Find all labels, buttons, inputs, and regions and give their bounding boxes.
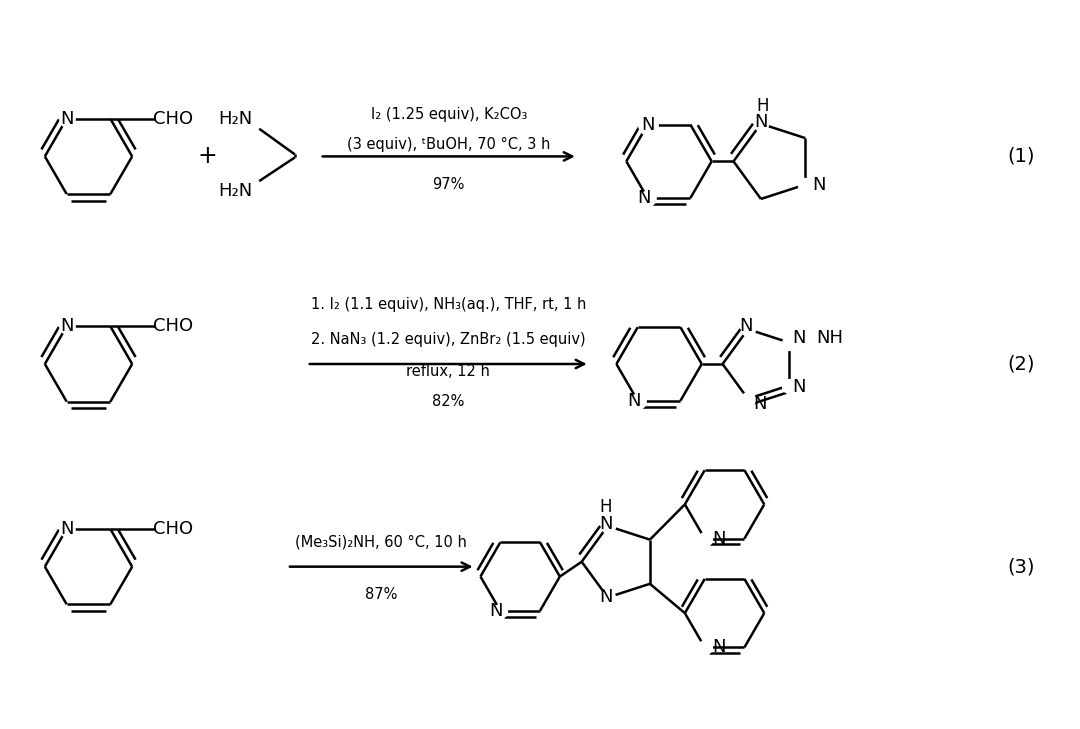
Text: CHO: CHO	[152, 110, 193, 128]
Text: 82%: 82%	[432, 394, 464, 409]
Text: N: N	[59, 317, 73, 335]
Text: H₂N: H₂N	[218, 182, 253, 200]
Text: N: N	[792, 378, 806, 397]
Text: (3 equiv), ᵗBuOH, 70 °C, 3 h: (3 equiv), ᵗBuOH, 70 °C, 3 h	[347, 137, 551, 152]
Text: 87%: 87%	[365, 587, 397, 602]
Text: 97%: 97%	[432, 176, 464, 192]
Text: N: N	[754, 113, 768, 130]
Text: (3): (3)	[1008, 557, 1035, 576]
Text: N: N	[599, 588, 612, 607]
Text: N: N	[59, 520, 73, 538]
Text: N: N	[739, 317, 753, 335]
Text: N: N	[712, 530, 726, 547]
Text: N: N	[637, 189, 650, 207]
Text: H: H	[599, 498, 612, 516]
Text: (Me₃Si)₂NH, 60 °C, 10 h: (Me₃Si)₂NH, 60 °C, 10 h	[295, 534, 468, 550]
Text: N: N	[792, 329, 806, 346]
Text: (2): (2)	[1008, 354, 1035, 373]
Text: 1. I₂ (1.1 equiv), NH₃(aq.), THF, rt, 1 h: 1. I₂ (1.1 equiv), NH₃(aq.), THF, rt, 1 …	[311, 297, 586, 312]
Text: N: N	[59, 110, 73, 128]
Text: I₂ (1.25 equiv), K₂CO₃: I₂ (1.25 equiv), K₂CO₃	[370, 107, 527, 122]
Text: (1): (1)	[1008, 147, 1035, 166]
Text: NH: NH	[815, 329, 842, 346]
Text: 2. NaN₃ (1.2 equiv), ZnBr₂ (1.5 equiv): 2. NaN₃ (1.2 equiv), ZnBr₂ (1.5 equiv)	[311, 332, 585, 347]
Text: N: N	[753, 394, 767, 413]
Text: H: H	[757, 97, 769, 115]
Text: +: +	[198, 144, 217, 168]
Text: CHO: CHO	[152, 520, 193, 538]
Text: N: N	[627, 391, 640, 410]
Text: N: N	[712, 639, 726, 656]
Text: CHO: CHO	[152, 317, 193, 335]
Text: reflux, 12 h: reflux, 12 h	[406, 364, 490, 379]
Text: N: N	[812, 176, 826, 194]
Text: N: N	[640, 115, 654, 133]
Text: N: N	[489, 602, 503, 620]
Text: H₂N: H₂N	[218, 110, 253, 128]
Text: N: N	[599, 515, 612, 533]
